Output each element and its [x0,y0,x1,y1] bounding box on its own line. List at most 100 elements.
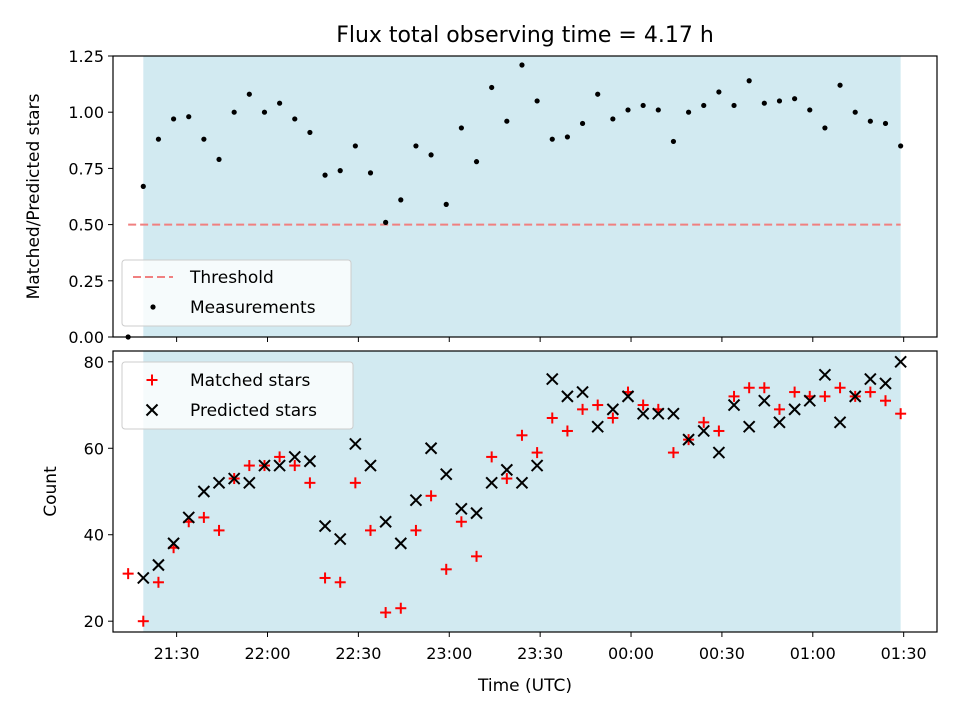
predicted-legend-swatch [145,403,159,417]
measurement-point [519,62,525,68]
matched-star-point [319,572,331,584]
matched-star-point [122,568,134,580]
measurement-point [367,170,374,176]
ratio-y-tick-label: 1.25 [68,47,104,66]
measurement-point [473,159,480,165]
predicted-star-point [333,532,347,546]
predicted-star-point [773,416,786,429]
predicted-star-point [758,394,771,407]
matched-star-point [516,429,528,441]
predicted-star-point [182,511,195,524]
matched-star-point [607,412,619,424]
matched-star-point [895,408,907,420]
measurement-point [852,109,858,115]
measurement-point [352,143,358,149]
predicted-star-point [500,463,514,477]
measurements-legend-swatch [150,304,156,310]
predicted-star-point [227,472,241,485]
ratio-y-tick-label: 0.75 [68,159,104,178]
matched-star-point [304,477,316,489]
matched-star-point [152,576,164,588]
measurement-point [443,201,449,207]
measurement-point [579,120,586,127]
predicted-star-point [682,433,695,446]
predicted-star-point [742,420,756,433]
matched-star-point [834,382,846,394]
measurement-point [731,102,737,109]
predicted-star-point [697,424,710,438]
measurement-point [776,98,783,104]
time-x-tick-label: 23:00 [426,644,472,663]
measurements-legend-label: Measurements [190,298,316,318]
count-y-tick-label: 40 [84,526,104,545]
ratio-y-tick-label: 0.50 [68,216,104,235]
predicted-star-point [712,446,726,459]
ratio-y-axis-label: Matched/Predicted stars [24,93,44,299]
predicted-star-point [167,537,180,550]
predicted-star-point [606,403,620,416]
measurement-point [277,100,283,106]
ratio-panel: 0.00 0.25 0.50 0.75 1.00 1.25 Matched/Predict… [24,47,938,347]
measurement-point [882,120,889,127]
time-x-axis-label: Time (UTC) [477,676,572,696]
time-x-tick-label: 00:00 [608,644,654,663]
measurement-point [685,109,692,115]
predicted-star-point [409,493,423,507]
matched-star-point [531,447,543,459]
ratio-axes-frame [112,55,938,338]
time-x-tick-label: 22:00 [244,644,290,663]
matched-star-point [592,399,604,411]
matched-star-point [637,399,649,411]
predicted-star-point [894,355,907,369]
matched-legend-label: Matched stars [190,371,310,391]
matched-star-point [501,473,513,485]
measurement-point [383,219,389,225]
time-x-tick-label: 23:30 [517,644,563,663]
measurement-point [716,89,722,95]
matched-star-point [198,511,210,523]
predicted-star-point [455,502,468,515]
measurement-point [610,116,616,122]
predicted-star-point [394,537,408,550]
matched-star-point [395,602,407,614]
predicted-star-point [318,519,332,533]
measurement-point [413,143,419,149]
predicted-star-points [137,355,907,585]
matched-star-point [349,477,361,489]
measurement-point [549,136,555,142]
matched-star-point [274,451,286,463]
predicted-star-point [803,394,816,407]
predicted-star-point [440,468,453,481]
time-x-tick-label: 01:30 [881,644,927,663]
matched-star-point [289,460,301,472]
matched-star-point [773,403,785,415]
measurement-point [701,102,707,109]
measurement-point [640,102,646,109]
matched-star-point [713,425,725,437]
predicted-star-point [364,459,377,472]
measurement-point [822,125,828,131]
predicted-star-point [137,571,150,585]
measurement-point [307,129,313,136]
time-x-tick-label: 01:00 [790,644,836,663]
measurement-point [670,138,677,145]
matched-star-point [577,403,589,415]
measurement-point [322,172,328,178]
matched-star-point [213,524,225,536]
measurement-point [761,100,767,106]
measurement-point [807,107,813,113]
time-x-tick-label: 21:30 [154,644,200,663]
predicted-star-point [197,485,211,498]
ratio-legend-box [121,259,352,327]
figure-title: Flux total observing time = 4.17 h [336,23,714,48]
measurement-point [458,125,464,131]
predicted-star-point [879,377,892,390]
predicted-star-point [667,407,680,420]
predicted-star-point [258,459,271,472]
count-y-axis: 20 40 60 80 [84,353,113,631]
measurement-point [625,107,631,113]
predicted-star-point [212,476,226,490]
matched-star-point [137,615,149,627]
predicted-star-point [288,450,301,464]
